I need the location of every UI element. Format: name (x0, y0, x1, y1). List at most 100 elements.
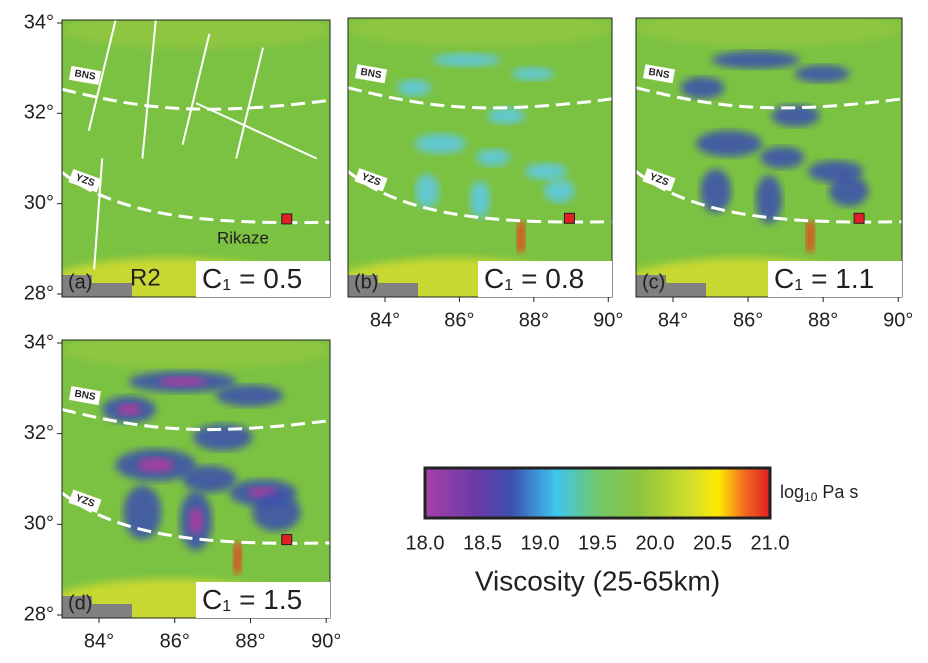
north-band (62, 340, 330, 368)
fault-label: BNS (360, 67, 383, 82)
gray-corner (62, 596, 132, 618)
low-viscosity-zone (829, 175, 869, 207)
fault-label-box (68, 168, 102, 193)
map-background (62, 20, 330, 297)
unit-subscript: 10 (804, 490, 818, 504)
y-axis-label: 32° (24, 102, 54, 124)
colorbar-tick-label: 18.0 (406, 532, 445, 554)
parameter-value: = 1.5 (239, 584, 302, 615)
gray-corner (348, 275, 418, 297)
parameter-label: C1 = 0.5 (202, 263, 302, 294)
fault-label: BNS (74, 68, 97, 83)
parameter-box (768, 261, 902, 297)
low-viscosity-zone (252, 493, 301, 532)
low-viscosity-zone (511, 67, 555, 81)
city-marker (563, 212, 575, 224)
y-axis-label: 28° (24, 282, 54, 304)
colorbar-tick-label: 21.0 (751, 532, 790, 554)
fault-trace (235, 47, 264, 159)
y-axis-label: 32° (24, 422, 54, 444)
low-viscosity-zone (432, 53, 501, 67)
fault-label-box (355, 64, 387, 84)
low-viscosity-zone (123, 485, 162, 540)
x-axis-label: 84° (370, 309, 400, 331)
low-viscosity-zone (700, 168, 732, 213)
low-viscosity-zone (760, 146, 805, 169)
fault-bns (62, 408, 330, 432)
low-viscosity-zone (524, 162, 568, 180)
colorbar-scale (423, 466, 772, 520)
model-label: R2 (130, 264, 161, 291)
parameter-box (196, 582, 330, 618)
gray-corner (636, 275, 706, 297)
high-viscosity (806, 221, 815, 252)
colorbar-tick-label: 19.0 (521, 532, 560, 554)
parameter-symbol: C (202, 584, 222, 615)
parameter-value: = 0.5 (239, 263, 302, 294)
low-viscosity-zone (182, 465, 237, 493)
low-viscosity-zone (193, 423, 253, 451)
colorbar: 18.0 18.5 19.0 19.5 20.0 20.5 21.0 log10 Pa s Vi… (406, 466, 858, 596)
x-axis-label: 84° (84, 630, 114, 652)
map-field (62, 340, 330, 618)
parameter-subscript: 1 (222, 598, 231, 615)
y-axis-label: 34° (24, 331, 54, 353)
parameter-symbol: C (774, 263, 794, 294)
north-band (636, 18, 902, 46)
high-viscosity (516, 221, 525, 252)
fault-trace (181, 33, 211, 145)
fault-trace (93, 158, 104, 270)
fault-trace (195, 102, 318, 160)
panel-label: (b) (354, 271, 378, 293)
y-axis-label: 30° (24, 192, 54, 214)
low-viscosity-zone (794, 65, 850, 83)
parameter-label: C1 = 1.5 (202, 584, 302, 615)
x-axis-label: 86° (160, 630, 190, 652)
city-marker (281, 534, 293, 546)
x-axis-label: 88° (808, 309, 838, 331)
x-axis-label: 90° (883, 309, 913, 331)
unit-rest: Pa s (817, 482, 858, 502)
parameter-symbol: C (202, 263, 222, 294)
unit-base: log (780, 482, 804, 502)
x-axis-label: 90° (593, 309, 623, 331)
panel-label: (c) (642, 271, 665, 293)
y-axis-label: 28° (24, 603, 54, 625)
panel-label: (a) (68, 271, 92, 293)
very-low-zone (188, 507, 204, 534)
fault-label-box (69, 386, 101, 406)
city-marker (853, 212, 865, 224)
fault-label-box (69, 65, 101, 85)
parameter-label: C1 = 1.1 (774, 263, 874, 294)
parameter-symbol: C (484, 263, 504, 294)
low-viscosity-zone (469, 180, 491, 219)
fault-label-box (643, 64, 675, 84)
fault-label-box (68, 489, 102, 513)
y-axis-label: 30° (24, 513, 54, 535)
north-band (62, 20, 330, 48)
very-low-zone (137, 457, 174, 473)
x-axis-label: 88° (235, 630, 265, 652)
city-label: Rikaze (217, 228, 269, 247)
fault-trace (87, 20, 117, 132)
north-band (348, 18, 612, 46)
fault-trace (141, 20, 157, 159)
low-viscosity-zone (215, 384, 284, 407)
low-viscosity-zone (680, 76, 725, 99)
fault-label: BNS (648, 67, 671, 82)
gray-corner (62, 275, 132, 297)
map-field (636, 18, 902, 297)
x-axis-label: 86° (733, 309, 763, 331)
x-axis-label: 90° (311, 630, 341, 652)
parameter-value: = 0.8 (521, 263, 584, 294)
fault-label-box (642, 168, 676, 192)
parameter-subscript: 1 (504, 277, 513, 294)
city-marker (281, 213, 293, 225)
low-viscosity-zone (711, 51, 800, 69)
colorbar-tick-label: 20.5 (693, 532, 732, 554)
panel-label: (d) (68, 592, 92, 614)
